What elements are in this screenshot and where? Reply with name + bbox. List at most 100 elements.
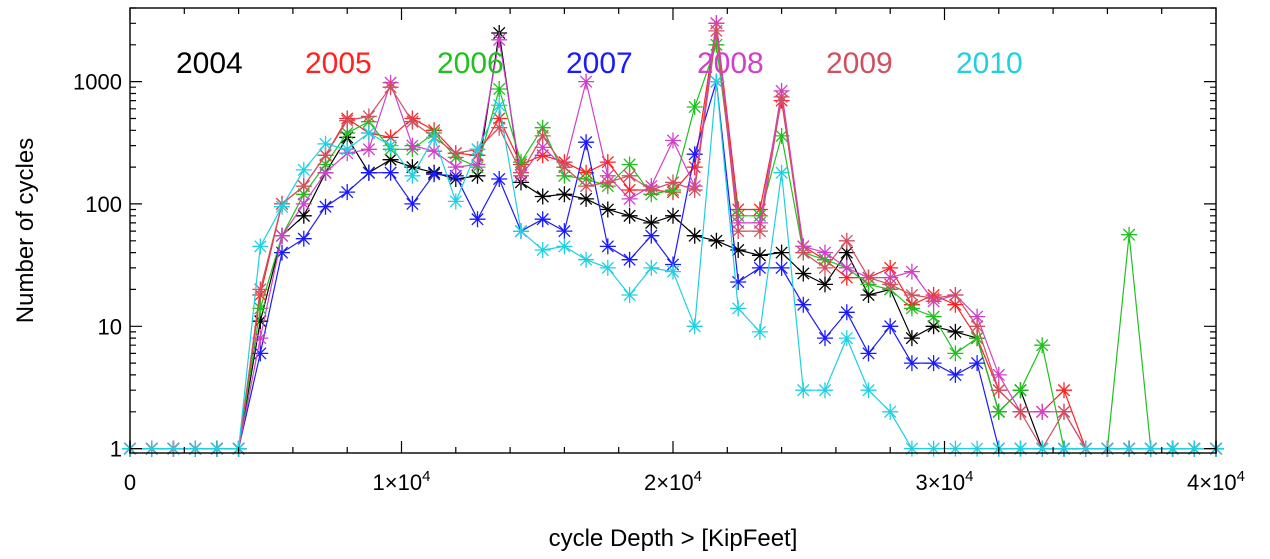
data-point [969, 355, 986, 372]
asterisk-marker [404, 113, 421, 130]
asterisk-marker [795, 244, 812, 261]
asterisk-marker [404, 195, 421, 212]
data-point [252, 345, 269, 362]
data-point [903, 355, 920, 372]
asterisk-marker [426, 129, 443, 146]
data-point [491, 171, 508, 187]
asterisk-marker [947, 440, 964, 457]
data-point [491, 81, 508, 97]
data-point [317, 198, 334, 215]
asterisk-marker [447, 145, 464, 162]
asterisk-marker [252, 238, 269, 255]
data-point [990, 382, 1007, 399]
asterisk-marker [599, 238, 616, 255]
data-point [469, 211, 486, 228]
asterisk-marker [621, 182, 638, 198]
asterisk-marker [643, 214, 660, 231]
y-axis-ticks [130, 7, 1216, 450]
asterisk-marker [773, 88, 790, 105]
asterisk-marker [339, 112, 356, 129]
data-point [643, 182, 660, 198]
data-point [317, 156, 334, 173]
asterisk-marker [708, 73, 725, 90]
asterisk-marker [491, 81, 508, 97]
data-point [665, 263, 681, 280]
legend: 2004 2005 2006 2007 2008 2009 2010 [176, 47, 1023, 80]
x-axis-title: cycle Depth > [KipFeet] [549, 525, 798, 552]
asterisk-marker [1142, 440, 1159, 457]
series-line-2008 [130, 23, 1216, 450]
data-point [621, 182, 638, 198]
asterisk-marker [1186, 440, 1203, 457]
data-point [838, 330, 855, 347]
data-point [513, 223, 529, 240]
data-point [882, 259, 899, 276]
asterisk-marker [295, 186, 312, 203]
data-point [426, 166, 443, 183]
asterisk-marker [969, 330, 986, 347]
data-point [295, 161, 312, 178]
data-point [513, 164, 529, 181]
data-point [578, 251, 595, 268]
data-point [730, 242, 747, 258]
asterisk-marker [730, 300, 747, 317]
data-point [751, 223, 768, 240]
data-point [860, 382, 877, 399]
asterisk-marker [534, 188, 551, 205]
asterisk-marker [534, 127, 551, 144]
asterisk-marker [838, 244, 855, 261]
asterisk-marker [947, 296, 964, 313]
asterisk-marker [599, 154, 616, 171]
asterisk-marker [556, 238, 573, 255]
asterisk-marker [491, 171, 508, 187]
asterisk-marker [925, 308, 942, 325]
data-point [599, 238, 616, 255]
data-point [534, 139, 551, 156]
asterisk-marker [556, 167, 573, 184]
data-point [382, 151, 399, 168]
asterisk-marker [534, 211, 551, 228]
asterisk-marker [317, 156, 334, 173]
data-point [817, 330, 833, 347]
asterisk-marker [491, 110, 508, 127]
data-point [947, 440, 964, 457]
asterisk-marker [252, 330, 269, 347]
asterisk-marker [621, 190, 638, 207]
asterisk-marker [599, 201, 616, 218]
data-point [621, 190, 638, 207]
asterisk-marker [1056, 403, 1072, 420]
asterisk-marker [404, 159, 421, 176]
data-point [621, 251, 638, 268]
data-point [925, 290, 942, 307]
asterisk-marker [947, 345, 964, 362]
asterisk-marker [513, 154, 529, 171]
data-point [730, 300, 747, 317]
data-point [643, 227, 660, 244]
asterisk-marker [730, 274, 747, 290]
asterisk-marker [491, 97, 508, 114]
data-point [621, 167, 638, 184]
series-line-2005 [130, 23, 1216, 450]
data-point [382, 164, 399, 181]
asterisk-marker [686, 99, 703, 115]
asterisk-marker [751, 247, 768, 264]
data-point [469, 167, 486, 184]
data-point [882, 318, 899, 335]
data-point [513, 154, 529, 171]
data-point [578, 134, 595, 151]
asterisk-marker [665, 132, 681, 149]
asterisk-marker [513, 164, 529, 181]
asterisk-marker [686, 227, 703, 244]
data-point [947, 296, 964, 313]
data-point [360, 125, 377, 141]
asterisk-marker [621, 207, 638, 224]
asterisk-marker [817, 330, 833, 347]
asterisk-marker [882, 318, 899, 335]
asterisk-marker [578, 178, 595, 195]
data-point [556, 186, 573, 203]
data-point [252, 238, 269, 255]
data-point [1056, 382, 1072, 399]
asterisk-marker [556, 159, 573, 176]
data-point [773, 127, 790, 144]
data-point [295, 178, 312, 195]
